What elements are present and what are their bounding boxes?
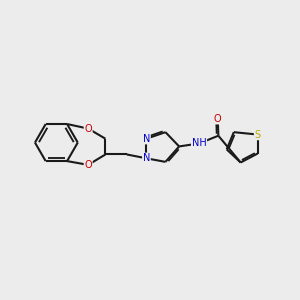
Text: S: S — [254, 130, 261, 140]
Text: NH: NH — [192, 139, 206, 148]
Text: N: N — [143, 134, 150, 144]
Text: N: N — [143, 153, 150, 163]
Text: O: O — [84, 160, 92, 170]
Text: O: O — [214, 114, 222, 124]
Text: O: O — [84, 124, 92, 134]
